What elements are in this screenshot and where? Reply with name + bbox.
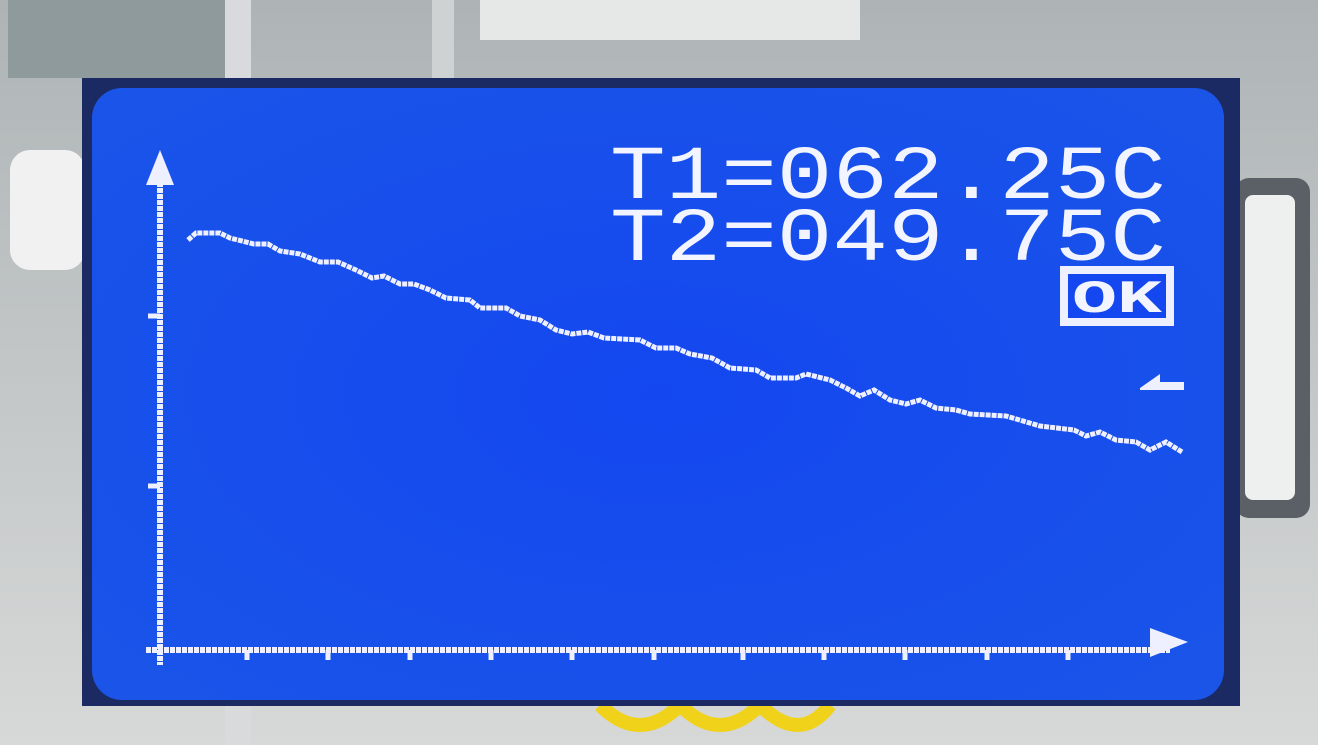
background-pole — [432, 0, 454, 80]
status-text: OK — [1072, 274, 1163, 326]
background-table — [480, 0, 860, 40]
background-device-face — [1245, 195, 1295, 500]
background-shelf — [8, 0, 228, 78]
background-dish — [10, 150, 85, 270]
page: T1=062.25C T2=049.75C OK (() => { const … — [0, 0, 1318, 745]
photo: T1=062.25C T2=049.75C OK — [0, 0, 1318, 745]
